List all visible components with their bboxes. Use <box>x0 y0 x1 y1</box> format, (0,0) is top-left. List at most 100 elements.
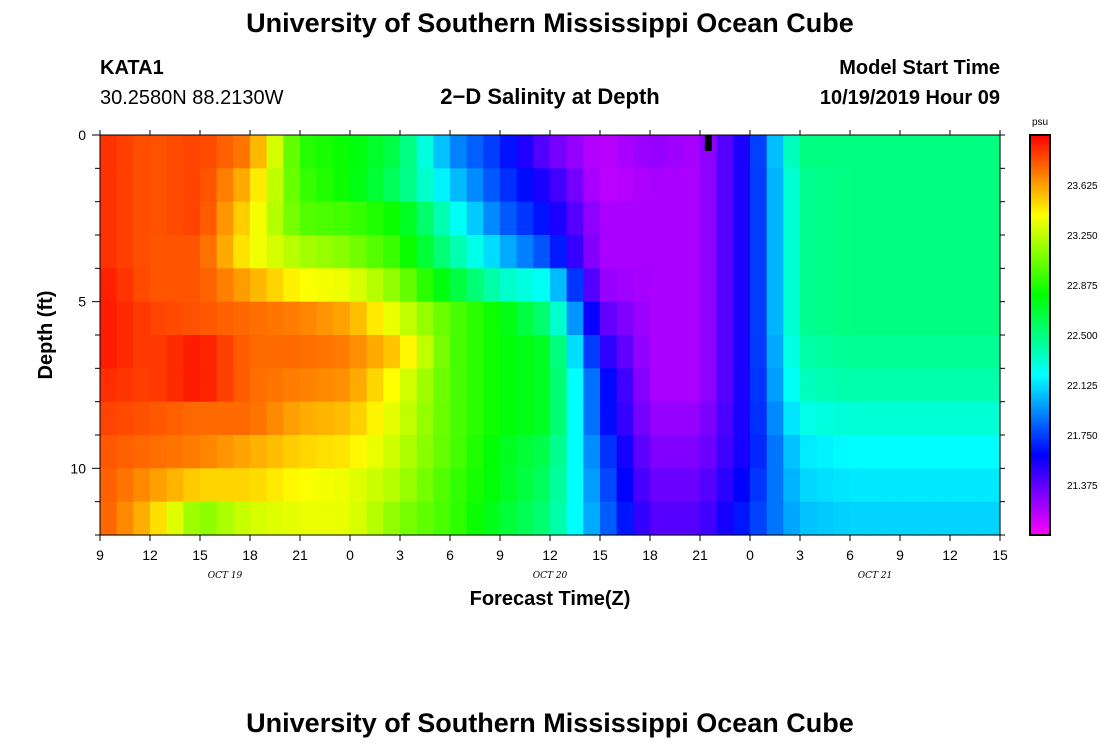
heatmap-cell <box>700 401 718 436</box>
heatmap-cell <box>466 235 484 269</box>
heatmap-cell <box>550 468 568 503</box>
heatmap-cell <box>666 501 684 536</box>
heatmap-cell <box>950 435 968 469</box>
heatmap-cell <box>766 401 784 436</box>
heatmap-cell <box>816 501 834 536</box>
heatmap-cell <box>633 335 651 369</box>
heatmap-cell <box>550 335 568 369</box>
heatmap-cell <box>183 301 201 336</box>
heatmap-cell <box>500 301 518 336</box>
heatmap-cell <box>316 201 334 236</box>
heatmap-cell <box>800 401 818 436</box>
heatmap-cell <box>350 368 368 403</box>
heatmap-cell <box>650 168 668 203</box>
heatmap-cell <box>966 468 984 503</box>
heatmap-cell <box>383 135 401 169</box>
heatmap-cell <box>600 201 618 236</box>
heatmap-cell <box>200 335 218 369</box>
heatmap-cell <box>250 201 268 236</box>
heatmap-cell <box>783 335 801 369</box>
heatmap-cell <box>500 201 518 236</box>
heatmap-cell <box>750 468 768 503</box>
heatmap-cell <box>250 468 268 503</box>
heatmap-cell <box>233 435 251 469</box>
heatmap-cell <box>133 501 151 536</box>
heatmap-cell <box>566 301 584 336</box>
colorbar-tick-label: 22.125 <box>1067 381 1098 392</box>
heatmap-cell <box>233 401 251 436</box>
heatmap-cell <box>900 435 918 469</box>
x-tick-label: 15 <box>592 547 608 563</box>
heatmap-cell <box>116 501 134 536</box>
heatmap-cell <box>733 401 751 436</box>
x-date-label: OCT 20 <box>533 571 568 581</box>
heatmap-cell <box>416 401 434 436</box>
heatmap-cell <box>716 501 734 536</box>
station-id: KATA1 <box>100 57 164 79</box>
x-tick-label: 6 <box>846 547 854 563</box>
heatmap-cell <box>666 268 684 303</box>
heatmap-cell <box>733 168 751 203</box>
heatmap-cell <box>316 401 334 436</box>
heatmap-cell <box>133 135 151 169</box>
heatmap-cell <box>666 401 684 436</box>
heatmap-cell <box>666 168 684 203</box>
heatmap-cell <box>550 401 568 436</box>
heatmap-cell <box>583 401 601 436</box>
heatmap-cell <box>716 335 734 369</box>
heatmap-cell <box>666 435 684 469</box>
heatmap-cell <box>750 135 768 169</box>
heatmap-cell <box>100 301 118 336</box>
heatmap-cell <box>433 168 451 203</box>
heatmap-cell <box>466 301 484 336</box>
heatmap-cell <box>200 368 218 403</box>
heatmap-cell <box>916 301 934 336</box>
heatmap-cell <box>533 501 551 536</box>
heatmap-cell <box>950 401 968 436</box>
heatmap-cell <box>600 335 618 369</box>
heatmap-cell <box>183 201 201 236</box>
heatmap-cell <box>500 268 518 303</box>
x-tick-label: 12 <box>142 547 158 563</box>
heatmap-cell <box>766 368 784 403</box>
heatmap-cell <box>616 201 634 236</box>
heatmap-cell <box>816 268 834 303</box>
heatmap-cell <box>733 268 751 303</box>
heatmap-cell <box>916 268 934 303</box>
heatmap-cell <box>650 501 668 536</box>
heatmap-cell <box>200 501 218 536</box>
heatmap-cell <box>716 168 734 203</box>
heatmap-cell <box>250 435 268 469</box>
heatmap-cell <box>866 501 884 536</box>
heatmap-cell <box>966 168 984 203</box>
heatmap-cell <box>133 201 151 236</box>
heatmap-cell <box>733 435 751 469</box>
heatmap-cell <box>200 468 218 503</box>
heatmap-cell <box>583 335 601 369</box>
heatmap-cell <box>133 168 151 203</box>
heatmap-cell <box>483 301 501 336</box>
heatmap-cell <box>833 368 851 403</box>
heatmap-cell <box>750 368 768 403</box>
heatmap-cell <box>316 135 334 169</box>
heatmap-cell <box>766 501 784 536</box>
heatmap-cell <box>683 168 701 203</box>
heatmap-cell <box>300 168 318 203</box>
heatmap-cell <box>916 235 934 269</box>
heatmap-cell <box>183 135 201 169</box>
heatmap-cell <box>483 335 501 369</box>
heatmap-cell <box>166 435 184 469</box>
heatmap-cell <box>600 135 618 169</box>
heatmap-cell <box>450 135 468 169</box>
heatmap-cell <box>100 235 118 269</box>
heatmap-cell <box>516 468 534 503</box>
heatmap-cell <box>883 201 901 236</box>
heatmap-cell <box>750 301 768 336</box>
heatmap-cell <box>183 235 201 269</box>
heatmap-cell <box>583 235 601 269</box>
heatmap-cell <box>700 268 718 303</box>
heatmap-cell <box>166 401 184 436</box>
heatmap-cell <box>100 468 118 503</box>
heatmap-cell <box>116 168 134 203</box>
heatmap-cell <box>716 401 734 436</box>
